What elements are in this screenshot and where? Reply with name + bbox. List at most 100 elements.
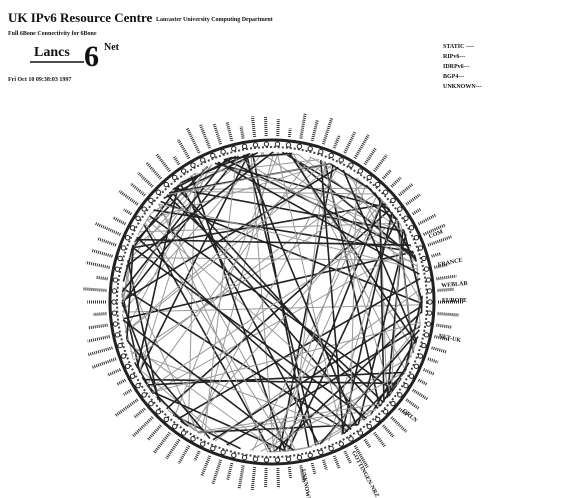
- node: [398, 393, 402, 397]
- node: [164, 417, 168, 421]
- node: [349, 163, 353, 167]
- label-stub: [117, 380, 126, 385]
- node: [398, 207, 402, 211]
- node: [242, 455, 246, 459]
- label-stub: [89, 325, 108, 328]
- label-stub: [239, 465, 243, 488]
- legend-item: IDRPv6---: [443, 64, 470, 70]
- node: [115, 333, 119, 337]
- node: [221, 150, 225, 154]
- node: [142, 207, 146, 211]
- label-stub: [228, 463, 232, 480]
- logo-number: 6: [84, 40, 99, 73]
- label-stub: [266, 468, 267, 488]
- node: [383, 190, 387, 194]
- label-stub: [119, 191, 137, 204]
- label-stub: [124, 390, 131, 395]
- logo-name: Lancs: [34, 45, 70, 60]
- label-stub: [98, 239, 116, 246]
- label-stub: [383, 425, 394, 437]
- node: [391, 401, 395, 405]
- label-stub: [200, 125, 209, 148]
- node: [297, 144, 301, 148]
- node: [118, 343, 122, 347]
- legend: STATIC ----RIPv6---IDRPv6---BGP4---UNKNO…: [443, 44, 482, 90]
- node: [427, 311, 431, 315]
- node: [142, 393, 146, 397]
- node: [201, 158, 205, 162]
- label-stub: [323, 460, 326, 470]
- label-stub: [413, 209, 421, 214]
- node: [112, 311, 116, 315]
- title: UK IPv6 Resource Centre: [8, 10, 153, 25]
- subtitle: Lancaster University Computing Departmen…: [156, 17, 273, 23]
- label-stub: [148, 425, 161, 440]
- network-graph: COMFRANCEWEBLABEUROPENET-UKORLNGOTTINGEN…: [83, 114, 468, 498]
- node: [414, 236, 418, 240]
- label-stub: [312, 120, 317, 140]
- node: [319, 450, 323, 454]
- node: [428, 300, 432, 304]
- label-stub: [94, 314, 107, 315]
- label-stub: [88, 337, 110, 342]
- node: [426, 278, 430, 282]
- label-stub: [179, 446, 189, 464]
- node: [367, 175, 371, 179]
- node-label: ORLN: [401, 408, 419, 424]
- node: [376, 182, 380, 186]
- node: [376, 417, 380, 421]
- label-stub: [438, 314, 459, 315]
- label-stub: [113, 217, 125, 224]
- label-stub: [241, 126, 243, 138]
- label-stub: [399, 184, 412, 195]
- label-stub: [96, 277, 108, 279]
- label-stub: [174, 157, 179, 164]
- node: [349, 437, 353, 441]
- node: [275, 458, 279, 462]
- node-label: NET-UK: [438, 333, 462, 344]
- node: [232, 146, 236, 150]
- node: [383, 410, 387, 414]
- link: [191, 176, 285, 452]
- logo-suffix: Net: [104, 42, 120, 53]
- node: [358, 169, 362, 173]
- node-label: FRANCE: [437, 258, 463, 269]
- node: [191, 437, 195, 441]
- node: [391, 198, 395, 202]
- label-stub: [156, 154, 169, 171]
- node: [329, 153, 333, 157]
- node: [149, 401, 153, 405]
- node: [422, 343, 426, 347]
- node: [221, 450, 225, 454]
- label-stub: [391, 178, 400, 187]
- node: [136, 216, 140, 220]
- label-stub: [312, 463, 315, 475]
- node: [211, 446, 215, 450]
- node: [426, 322, 430, 326]
- node: [112, 289, 116, 293]
- label-stub: [83, 289, 106, 291]
- label-stub: [278, 119, 279, 136]
- node: [319, 150, 323, 154]
- legend-item: RIPv6---: [443, 54, 465, 60]
- node: [418, 354, 422, 358]
- node: [264, 458, 268, 462]
- node: [125, 364, 129, 368]
- node: [414, 364, 418, 368]
- label-stub: [334, 135, 339, 148]
- node: [424, 333, 428, 337]
- label-stub: [134, 409, 145, 418]
- label-stub: [323, 118, 332, 144]
- label-stub: [92, 250, 113, 256]
- node: [308, 453, 312, 457]
- node: [211, 153, 215, 157]
- node-label: UNKNOWN: [300, 469, 312, 498]
- node: [242, 144, 246, 148]
- node: [367, 424, 371, 428]
- logo: Lancs 6 Net: [30, 40, 120, 73]
- label-stub: [432, 348, 447, 352]
- node: [130, 226, 134, 230]
- label-stub: [436, 276, 456, 279]
- label-stub: [213, 460, 221, 484]
- node: [173, 175, 177, 179]
